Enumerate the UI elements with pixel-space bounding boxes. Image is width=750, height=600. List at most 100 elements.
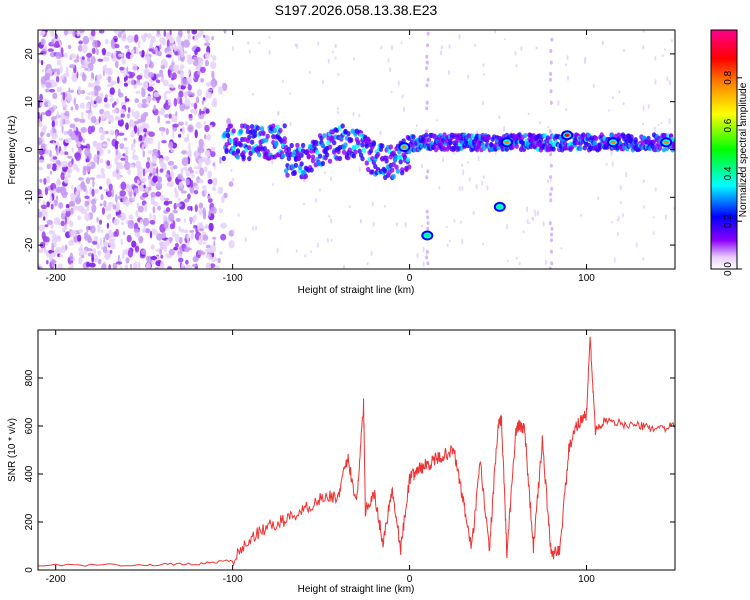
heatmap-cell	[117, 76, 120, 84]
heatmap-cell	[190, 206, 193, 212]
heatmap-cell	[100, 229, 104, 234]
heatmap-cell	[228, 181, 234, 187]
heatmap-cell	[461, 238, 464, 245]
heatmap-cell	[165, 51, 173, 55]
heatmap-cell	[106, 190, 113, 198]
heatmap-cell	[132, 63, 138, 72]
heatmap-cell	[544, 259, 547, 266]
heatmap-cell	[179, 246, 183, 254]
heatmap-cell	[141, 249, 147, 255]
heatmap-cell	[282, 123, 287, 129]
heatmap-cell	[166, 254, 173, 259]
heatmap-cell	[110, 242, 116, 250]
heatmap-cell	[189, 216, 194, 223]
heatmap-cell	[118, 132, 125, 136]
heatmap-cell	[152, 97, 156, 101]
heatmap-cell	[199, 108, 202, 116]
heatmap-cell	[152, 214, 157, 221]
y-tick-label: -20	[24, 237, 35, 252]
heatmap-cell	[622, 213, 624, 218]
colorbar-gradient	[710, 29, 738, 270]
heatmap-cell	[62, 209, 67, 214]
heatmap-cell	[523, 132, 528, 139]
heatmap-cell	[601, 40, 604, 46]
heatmap-cell	[477, 156, 480, 162]
heatmap-cell	[175, 217, 181, 222]
heatmap-cell	[115, 174, 122, 180]
heatmap-cell	[207, 253, 212, 260]
heatmap-cell	[416, 252, 419, 259]
heatmap-cell	[257, 152, 262, 158]
heatmap-cell	[448, 239, 451, 243]
heatmap-cell	[425, 106, 429, 111]
heatmap-cell	[87, 237, 93, 243]
heatmap-cell	[482, 63, 485, 67]
heatmap-cell	[133, 138, 136, 144]
heatmap-cell	[181, 78, 188, 87]
heatmap-cell	[51, 120, 55, 128]
heatmap-cell	[252, 92, 255, 96]
heatmap-cell	[129, 119, 133, 127]
heatmap-cell	[190, 232, 195, 240]
heatmap-cell	[38, 166, 44, 171]
y-tick-label: 10	[24, 96, 35, 108]
heatmap-cell	[107, 75, 112, 84]
heatmap-cell	[125, 150, 129, 155]
heatmap-cell	[245, 124, 251, 130]
heatmap-cell	[187, 84, 192, 91]
heatmap-cell	[146, 168, 151, 173]
heatmap-cell	[549, 152, 553, 157]
heatmap-cell	[503, 125, 506, 132]
heatmap-cell	[387, 58, 390, 63]
heatmap-cell	[371, 201, 374, 207]
heatmap-cell	[77, 147, 82, 153]
heatmap-cell	[212, 186, 217, 192]
heatmap-cell	[127, 220, 135, 229]
heatmap-cell	[134, 34, 139, 43]
heatmap-cell	[135, 209, 139, 218]
heatmap-cell	[158, 127, 166, 132]
heatmap-cell	[436, 119, 438, 122]
heatmap-cell	[211, 36, 214, 41]
heatmap-cell	[61, 245, 65, 251]
heatmap-cell	[550, 232, 553, 237]
heatmap-cell	[44, 149, 51, 155]
heatmap-cell	[225, 132, 231, 138]
heatmap-cell	[251, 226, 254, 231]
heatmap-cell	[282, 139, 287, 145]
heatmap-cell	[173, 246, 179, 251]
heatmap-cell	[144, 203, 148, 213]
heatmap-cell	[105, 67, 112, 76]
heatmap-cell	[202, 234, 209, 241]
heatmap-cell	[82, 184, 87, 192]
heatmap-cell	[425, 54, 429, 59]
heatmap-cell	[38, 58, 42, 64]
heatmap-cell	[183, 229, 189, 234]
heatmap-cell	[164, 114, 170, 118]
heatmap-cell	[188, 149, 192, 159]
heatmap-cell	[391, 44, 393, 51]
heatmap-cell	[137, 118, 143, 124]
heatmap-cell	[356, 139, 361, 146]
heatmap-cell	[145, 167, 148, 174]
heatmap-cell	[82, 138, 85, 143]
heatmap-cell	[421, 163, 424, 169]
heatmap-cell	[98, 128, 104, 134]
heatmap-cell	[56, 68, 61, 76]
heatmap-cell	[159, 69, 164, 75]
heatmap-cell	[204, 59, 209, 67]
heatmap-cell	[128, 185, 132, 193]
heatmap-cell	[176, 35, 182, 44]
heatmap-cell	[120, 216, 126, 221]
heatmap-cell	[99, 134, 105, 141]
heatmap-cell	[163, 92, 167, 101]
heatmap-cell	[299, 161, 304, 167]
heatmap-cell	[116, 97, 119, 105]
heatmap-cell	[156, 73, 162, 78]
heatmap-cell	[173, 97, 178, 107]
y-tick-label: 800	[24, 369, 35, 386]
heatmap-cell	[192, 92, 195, 97]
heatmap-cell	[81, 56, 85, 60]
heatmap-cell	[401, 93, 404, 99]
heatmap-cell	[550, 186, 554, 191]
